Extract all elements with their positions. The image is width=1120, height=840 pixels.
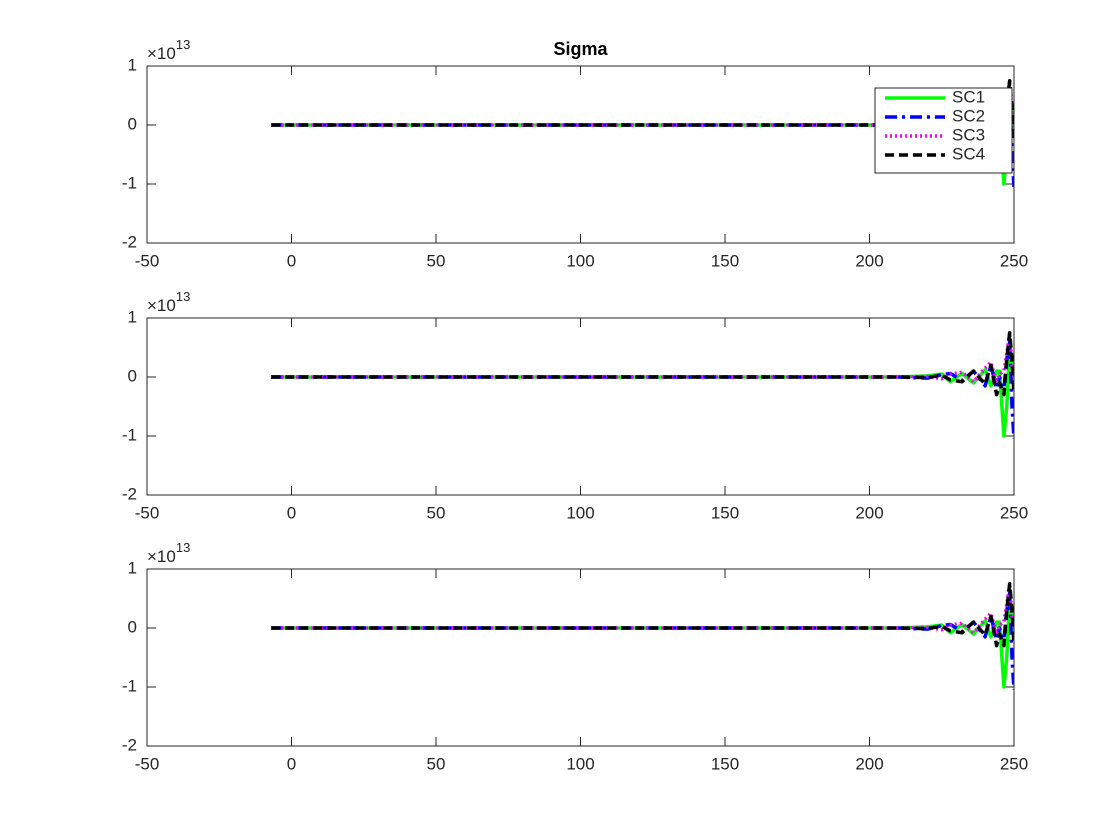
x-tick-label: 0 bbox=[287, 251, 296, 270]
x-tick-label: 0 bbox=[287, 503, 296, 522]
x-tick-label: 100 bbox=[566, 503, 594, 522]
y-tick-label: -2 bbox=[122, 484, 137, 503]
legend-label: SC4 bbox=[952, 144, 985, 163]
x-tick-label: 250 bbox=[1000, 503, 1028, 522]
plot-area bbox=[271, 331, 1014, 440]
x-tick-label: 50 bbox=[427, 251, 446, 270]
y-tick-label: 1 bbox=[128, 558, 137, 577]
y-exponent: ×1013 bbox=[147, 540, 190, 566]
x-tick-label: 200 bbox=[855, 503, 883, 522]
y-exponent: ×1013 bbox=[147, 289, 190, 315]
x-tick-label: -50 bbox=[135, 503, 160, 522]
x-tick-label: 150 bbox=[711, 503, 739, 522]
y-exponent-base: ×10 bbox=[147, 547, 176, 566]
x-tick-label: 100 bbox=[566, 754, 594, 773]
x-tick-label: 150 bbox=[711, 251, 739, 270]
y-tick-label: 1 bbox=[128, 55, 137, 74]
x-tick-label: 0 bbox=[287, 754, 296, 773]
y-tick-label: -2 bbox=[122, 232, 137, 251]
y-tick-label: 0 bbox=[128, 617, 137, 636]
x-tick-label: 250 bbox=[1000, 754, 1028, 773]
series-line bbox=[271, 582, 1014, 648]
x-tick-label: 200 bbox=[855, 754, 883, 773]
chart-title: Sigma bbox=[553, 39, 608, 59]
x-tick-label: 250 bbox=[1000, 251, 1028, 270]
legend-label: SC1 bbox=[952, 87, 985, 106]
axes-box bbox=[146, 65, 1015, 244]
x-tick-label: 150 bbox=[711, 754, 739, 773]
plot-area bbox=[271, 582, 1014, 691]
x-tick-label: -50 bbox=[135, 251, 160, 270]
x-tick-label: 50 bbox=[427, 503, 446, 522]
legend-label: SC2 bbox=[952, 106, 985, 125]
y-exponent-base: ×10 bbox=[147, 296, 176, 315]
y-tick-label: 1 bbox=[128, 307, 137, 326]
series-line bbox=[271, 331, 1014, 397]
axes-box bbox=[146, 568, 1015, 747]
y-exponent-base: ×10 bbox=[147, 44, 176, 63]
y-tick-label: -2 bbox=[122, 735, 137, 754]
y-tick-label: -1 bbox=[122, 173, 137, 192]
y-exponent: ×1013 bbox=[147, 37, 190, 63]
y-exponent-power: 13 bbox=[176, 540, 190, 555]
x-tick-label: 200 bbox=[855, 251, 883, 270]
y-tick-label: -1 bbox=[122, 676, 137, 695]
axes-box bbox=[146, 317, 1015, 496]
x-tick-label: -50 bbox=[135, 754, 160, 773]
y-exponent-power: 13 bbox=[176, 37, 190, 52]
legend-box bbox=[874, 87, 1013, 174]
y-tick-label: 0 bbox=[128, 114, 137, 133]
y-tick-label: 0 bbox=[128, 366, 137, 385]
x-tick-label: 50 bbox=[427, 754, 446, 773]
y-tick-label: -1 bbox=[122, 425, 137, 444]
x-tick-label: 100 bbox=[566, 251, 594, 270]
legend-label: SC3 bbox=[952, 125, 985, 144]
y-exponent-power: 13 bbox=[176, 289, 190, 304]
